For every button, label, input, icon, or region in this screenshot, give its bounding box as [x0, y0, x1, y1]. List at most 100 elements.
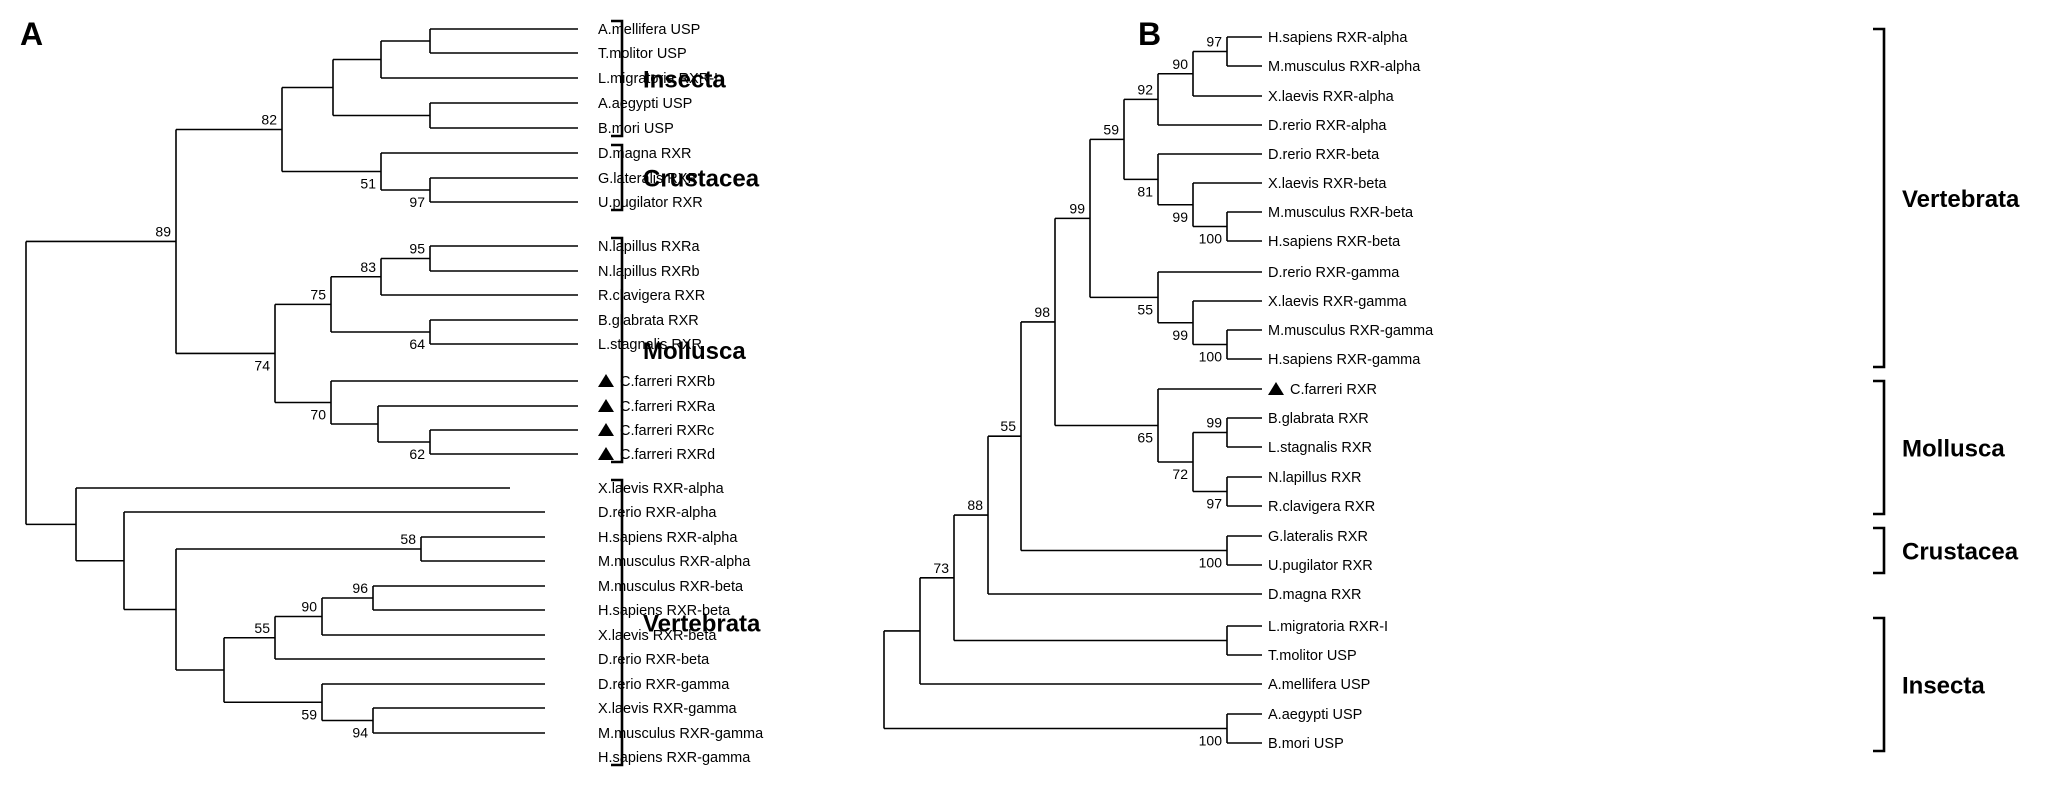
panel-b-taxon-label: B.glabrata RXR [1268, 411, 1369, 427]
panel-b-taxon-label: G.lateralis RXR [1268, 529, 1368, 545]
bootstrap-value: 92 [1137, 81, 1153, 97]
panel-a-taxon-label: B.glabrata RXR [598, 313, 699, 329]
panel-a-taxon-label: X.laevis RXR-beta [598, 628, 717, 644]
panel-a-taxon-label: C.farreri RXRa [620, 399, 716, 415]
bootstrap-value: 62 [409, 446, 425, 462]
panel-b-taxon-label: C.farreri RXR [1290, 382, 1377, 398]
panel-b-taxon-label: H.sapiens RXR-gamma [1268, 352, 1421, 368]
panel-a-taxon-label: M.musculus RXR-alpha [598, 554, 751, 570]
bootstrap-value: 97 [1206, 34, 1222, 50]
bootstrap-value: 99 [1206, 415, 1222, 431]
panel-a-taxon-label: M.musculus RXR-gamma [598, 726, 764, 742]
panel-b-taxon-label: M.musculus RXR-gamma [1268, 323, 1434, 339]
bootstrap-value: 51 [360, 176, 376, 192]
panel-a-clade-label: Mollusca [643, 338, 746, 365]
bootstrap-value: 59 [1103, 121, 1119, 137]
panel-b-tree: B 73 88 55 98 99 59 92 90 97 81 99 100 55 99 100 65 72 99… [883, 16, 2020, 753]
panel-b-taxon-label: D.rerio RXR-alpha [1268, 118, 1387, 134]
panel-b-letter: B [1138, 16, 1161, 52]
panel-a-taxon-label: H.sapiens RXR-gamma [598, 750, 751, 766]
bootstrap-value: 99 [1069, 200, 1085, 216]
panel-a-clade-label: Insecta [643, 67, 726, 94]
bootstrap-value: 90 [301, 599, 317, 615]
bootstrap-value: 59 [301, 706, 317, 722]
panel-a-taxon-label: L.stagnalis RXR [598, 337, 702, 353]
panel-a-taxon-label: M.musculus RXR-beta [598, 579, 744, 595]
panel-b-clade-label: Crustacea [1902, 539, 2019, 566]
panel-b-clade-label: Vertebrata [1902, 186, 2020, 213]
panel-a-taxon-label: H.sapiens RXR-beta [598, 603, 731, 619]
bootstrap-value: 99 [1172, 327, 1188, 343]
bootstrap-value: 55 [1000, 418, 1016, 434]
panel-b-taxon-label: X.laevis RXR-beta [1268, 176, 1387, 192]
bootstrap-value: 94 [352, 725, 368, 741]
panel-a-taxon-label: H.sapiens RXR-alpha [598, 530, 738, 546]
bootstrap-value: 70 [310, 407, 326, 423]
triangle-marker-icon [598, 374, 614, 387]
bootstrap-value: 73 [933, 560, 949, 576]
panel-a-taxon-label: R.clavigera RXR [598, 288, 705, 304]
bootstrap-value: 58 [400, 531, 416, 547]
panel-a-clade-bracket [611, 19, 624, 138]
triangle-marker-icon [598, 447, 614, 460]
panel-b-taxon-label: X.laevis RXR-alpha [1268, 89, 1395, 105]
panel-a-clade-bracket [611, 143, 624, 212]
triangle-marker-icon [598, 423, 614, 436]
panel-a-taxon-label: D.rerio RXR-alpha [598, 505, 717, 521]
panel-b-clade-bracket [1873, 27, 1886, 369]
bootstrap-value: 100 [1199, 733, 1223, 749]
bootstrap-value: 72 [1172, 466, 1188, 482]
panel-b-taxon-label: B.mori USP [1268, 736, 1344, 752]
panel-b-taxon-label: R.clavigera RXR [1268, 499, 1375, 515]
panel-a-taxon-label: U.pugilator RXR [598, 195, 703, 211]
panel-b-taxon-label: N.lapillus RXR [1268, 470, 1361, 486]
bootstrap-value: 96 [352, 580, 368, 596]
panel-a-taxon-label: D.rerio RXR-beta [598, 652, 710, 668]
bootstrap-value: 99 [1172, 209, 1188, 225]
bootstrap-value: 64 [409, 336, 425, 352]
bootstrap-value: 65 [1137, 430, 1153, 446]
panel-b-taxon-label: T.molitor USP [1268, 648, 1357, 664]
bootstrap-value: 74 [254, 357, 270, 373]
panel-b-clade-label: Mollusca [1902, 436, 2005, 463]
panel-a-taxon-label: N.lapillus RXRa [598, 239, 700, 255]
bootstrap-value: 88 [967, 497, 983, 513]
bootstrap-value: 90 [1172, 56, 1188, 72]
triangle-marker-icon [598, 399, 614, 412]
bootstrap-value: 97 [409, 194, 425, 210]
panel-a-taxon-label: C.farreri RXRc [620, 423, 714, 439]
bootstrap-value: 55 [254, 620, 270, 636]
panel-a-taxon-label: D.rerio RXR-gamma [598, 677, 730, 693]
panel-a-taxon-label: A.aegypti USP [598, 96, 692, 112]
bootstrap-value: 100 [1199, 231, 1223, 247]
panel-b-taxon-label: M.musculus RXR-beta [1268, 205, 1414, 221]
panel-b-taxon-label: A.mellifera USP [1268, 677, 1370, 693]
bootstrap-value: 55 [1137, 301, 1153, 317]
bootstrap-value: 82 [261, 112, 277, 128]
panel-a-taxon-label: X.laevis RXR-gamma [598, 701, 738, 717]
panel-b-taxon-label: D.magna RXR [1268, 587, 1361, 603]
bootstrap-value: 81 [1137, 183, 1153, 199]
panel-a-clade-label: Crustacea [643, 166, 760, 193]
panel-a-clade-bracket [611, 478, 624, 767]
panel-a-letter: A [20, 16, 43, 52]
panel-b-taxon-label: L.migratoria RXR-I [1268, 619, 1388, 635]
panel-a-taxon-label: C.farreri RXRb [620, 374, 715, 390]
panel-b-clade-label: Insecta [1902, 673, 1985, 700]
panel-a-taxon-label: D.magna RXR [598, 146, 691, 162]
bootstrap-value: 89 [155, 223, 171, 239]
triangle-marker-icon [1268, 382, 1284, 395]
panel-b-clade-bracket [1873, 379, 1886, 516]
panel-b-clade-bracket [1873, 616, 1886, 753]
bootstrap-value: 95 [409, 241, 425, 257]
panel-b-taxon-label: D.rerio RXR-beta [1268, 147, 1380, 163]
panel-b-taxon-label: H.sapiens RXR-alpha [1268, 30, 1408, 46]
panel-b-taxon-label: L.stagnalis RXR [1268, 440, 1372, 456]
panel-a-taxon-label: X.laevis RXR-alpha [598, 481, 725, 497]
panel-a-taxon-label: N.lapillus RXRb [598, 264, 700, 280]
bootstrap-value: 97 [1206, 496, 1222, 512]
panel-b-taxon-label: M.musculus RXR-alpha [1268, 59, 1421, 75]
panel-b-taxon-label: D.rerio RXR-gamma [1268, 265, 1400, 281]
panel-a-taxon-label: B.mori USP [598, 121, 674, 137]
